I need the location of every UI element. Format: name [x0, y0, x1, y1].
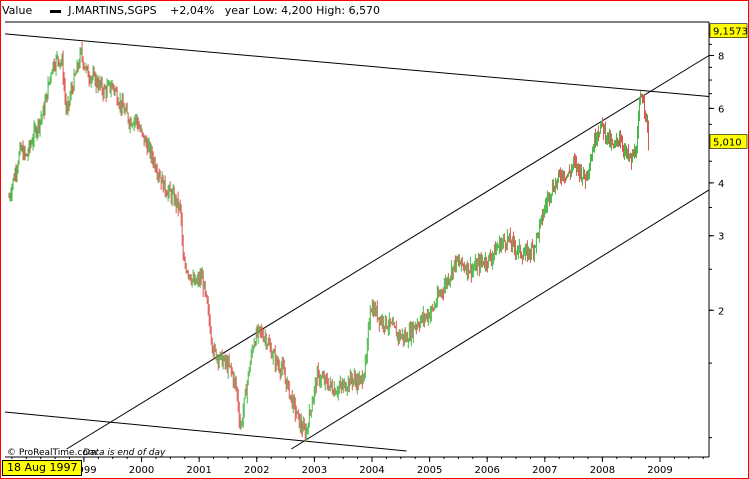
y-tick-label: 8	[718, 52, 724, 63]
x-tick-label: 2007	[532, 465, 557, 476]
y-axis: 2 3 4 6 8	[709, 33, 724, 439]
x-tick-label: 2001	[186, 465, 211, 476]
price-series	[8, 41, 650, 443]
price-marker-box	[709, 134, 748, 149]
x-tick-label: 2004	[359, 465, 384, 476]
y-tick-label: 2	[718, 306, 724, 317]
x-tick-label: 2006	[474, 465, 499, 476]
change-percent: +2,04%	[170, 4, 215, 17]
chart-axes	[5, 21, 710, 458]
data-note: Data is end of day	[83, 448, 166, 458]
y-tick-label: 4	[718, 179, 724, 190]
year-range: year Low: 4,200 High: 6,570	[224, 4, 381, 17]
source-label: © ProRealTime.com	[7, 448, 97, 458]
legend-line-icon	[49, 10, 61, 13]
x-tick-label: 2008	[590, 465, 615, 476]
y-tick-label: 3	[718, 232, 724, 243]
price-markers: 9,1573 5,010	[709, 23, 748, 149]
price-marker-label: 5,010	[713, 138, 742, 149]
x-tick-label: 2003	[302, 465, 327, 476]
field-label: Value	[2, 4, 33, 17]
x-tick-label: 2002	[244, 465, 269, 476]
x-axis: 1999 2000 2001 2002 2003 2004 2005 2006 2007 2008…	[11, 457, 704, 476]
x-tick-label: 2005	[417, 465, 442, 476]
trendline	[291, 189, 710, 450]
start-date-badge: 18 Aug 1997	[2, 460, 83, 476]
x-tick-label: 2000	[129, 465, 154, 476]
y-tick-label: 6	[718, 104, 724, 115]
x-tick-label: 1999	[71, 465, 96, 476]
x-tick-label: 2009	[647, 465, 672, 476]
price-marker-label: 9,1573	[713, 27, 748, 38]
series-name: J.MARTINS,SGPS	[68, 4, 157, 17]
price-marker-box	[709, 23, 748, 38]
chart-header: Value J.MARTINS,SGPS +2,04% year Low: 4,…	[2, 3, 708, 19]
trendline	[66, 55, 710, 450]
trendline	[4, 33, 710, 98]
trendline	[4, 411, 407, 452]
